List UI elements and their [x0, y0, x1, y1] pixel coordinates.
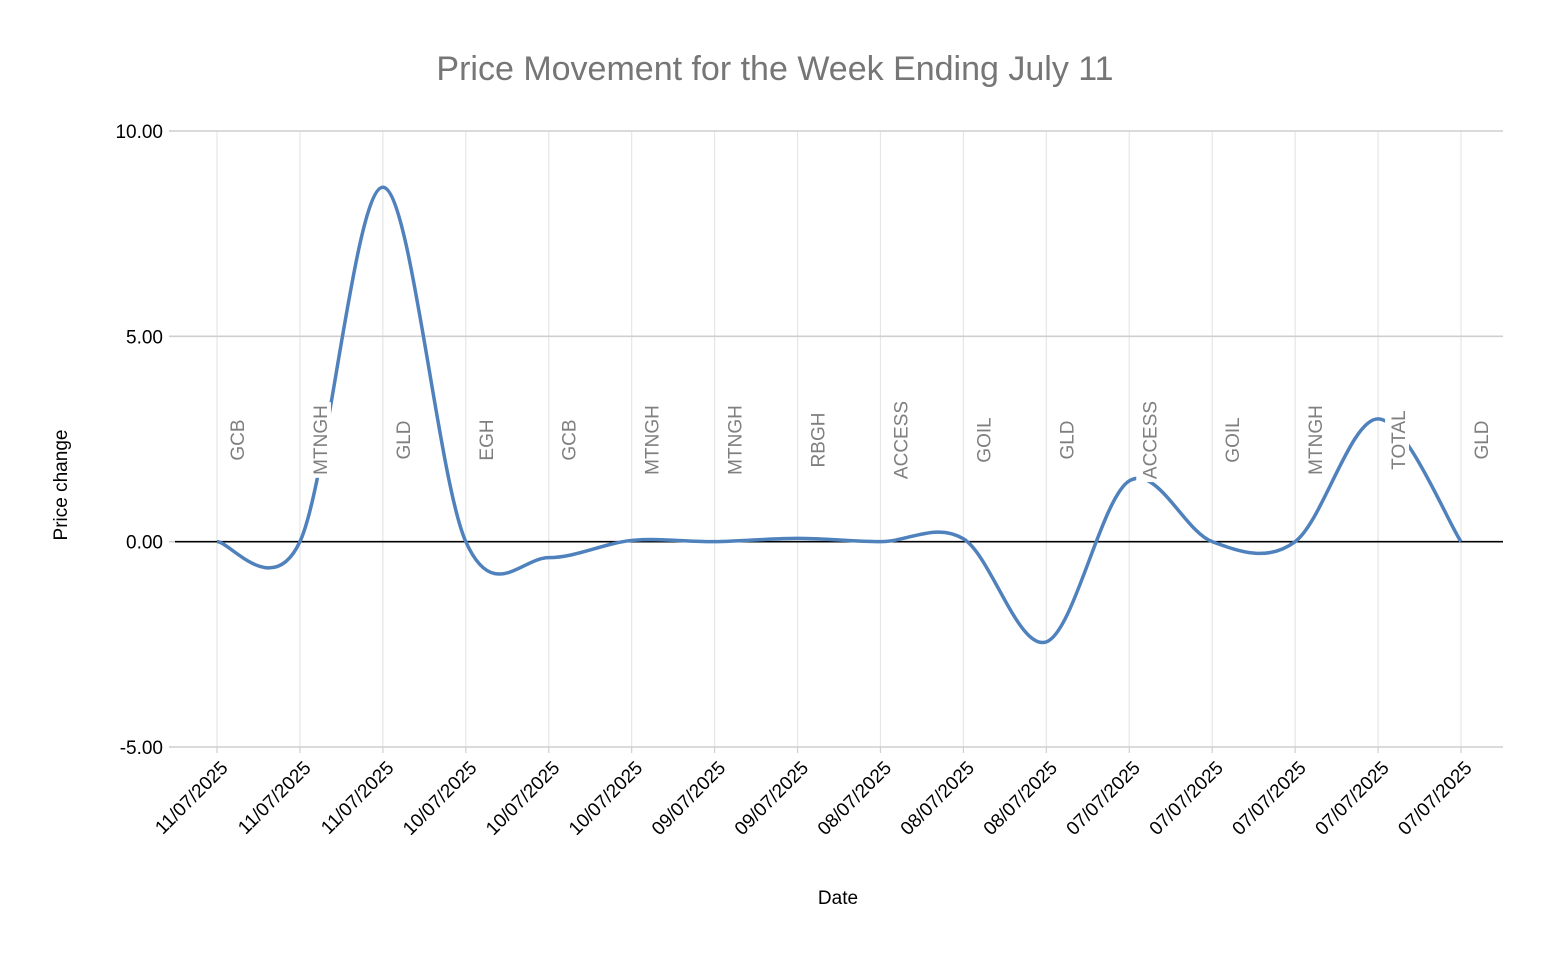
x-tick-label: 07/07/2025 — [1229, 758, 1311, 840]
data-label-group: MTNGH — [306, 402, 332, 478]
data-label: ACCESS — [891, 401, 912, 479]
data-label-group: GLD — [1468, 417, 1493, 463]
data-label-background — [224, 416, 248, 464]
data-label: EGH — [477, 419, 498, 460]
series-layer — [216, 185, 1463, 645]
x-tick-label: 11/07/2025 — [317, 758, 398, 839]
x-tick-label: 07/07/2025 — [1394, 758, 1476, 840]
data-label: TOTAL — [1389, 410, 1410, 469]
data-label-group: GLD — [1053, 417, 1078, 463]
x-tick-label: 07/07/2025 — [1312, 758, 1394, 840]
x-tick-label: 09/07/2025 — [648, 758, 730, 840]
x-tick-label: 11/07/2025 — [234, 758, 315, 839]
data-label: GOIL — [1223, 417, 1244, 462]
data-label-group: GCB — [224, 416, 249, 464]
data-label-group: GOIL — [1219, 414, 1244, 466]
chart-title: Price Movement for the Week Ending July … — [436, 50, 1113, 88]
data-label: GCB — [228, 419, 249, 460]
y-tick-label: 10.00 — [115, 122, 163, 143]
x-tick-label: 10/07/2025 — [565, 758, 647, 840]
x-tick-label: 08/07/2025 — [980, 758, 1062, 840]
data-label-group: MTNGH — [721, 402, 747, 478]
x-tick-label: 09/07/2025 — [731, 758, 813, 840]
data-label-group: MTNGH — [638, 402, 664, 478]
x-tick-label: 07/07/2025 — [1146, 758, 1228, 840]
data-label: GCB — [560, 419, 581, 460]
y-tick-label: -5.00 — [120, 738, 163, 759]
data-label-background — [1219, 414, 1244, 466]
data-label-background — [472, 416, 497, 464]
data-label-background — [555, 416, 580, 464]
x-tick-label: 08/07/2025 — [814, 758, 896, 840]
x-axis-ticks: 11/07/2025 11/07/2025 11/07/2025 10/07/2025… — [151, 758, 1476, 840]
data-label-group: ACCESS — [887, 397, 912, 483]
data-label-group: GOIL — [970, 414, 995, 466]
data-label-group: RBGH — [804, 409, 830, 471]
data-label-background — [970, 414, 995, 466]
data-label: GLD — [1057, 420, 1078, 459]
data-label-background — [1385, 407, 1410, 473]
data-label-group: EGH — [472, 416, 498, 464]
data-label: GLD — [1472, 420, 1493, 459]
x-tick-label: 11/07/2025 — [151, 758, 232, 839]
data-label: MTNGH — [726, 405, 747, 475]
x-tick-label: 10/07/2025 — [399, 758, 481, 840]
data-label-group: ACCESS — [1136, 397, 1161, 483]
y-axis-ticks: 10.00 5.00 0.00 -5.00 — [115, 122, 163, 759]
data-label: MTNGH — [311, 405, 332, 475]
data-label: ACCESS — [1140, 401, 1161, 479]
data-label-group: MTNGH — [1302, 402, 1327, 478]
data-label: MTNGH — [643, 405, 664, 475]
y-tick-label: 5.00 — [126, 327, 163, 348]
data-label-background — [389, 417, 414, 463]
data-label-group: GLD — [389, 417, 415, 463]
y-axis-title: Price change — [51, 430, 72, 541]
data-label-background — [638, 402, 663, 478]
data-label: RBGH — [809, 413, 830, 468]
data-label: MTNGH — [1306, 405, 1327, 475]
data-label-group: GCB — [555, 416, 581, 464]
point-labels: GCB MTNGH GLD EGH GCB MTNGH MTNGH RBGH ACCESS GOI… — [224, 397, 1493, 483]
gridlines — [169, 130, 1503, 753]
data-label: GLD — [394, 420, 415, 459]
data-label-background — [887, 397, 912, 483]
data-label-background — [306, 402, 331, 478]
data-label-background — [1053, 417, 1078, 463]
data-label-group: TOTAL — [1385, 407, 1410, 473]
data-label-background — [804, 409, 829, 471]
y-tick-label: 0.00 — [126, 533, 163, 554]
x-tick-label: 10/07/2025 — [482, 758, 564, 840]
data-label-background — [1468, 417, 1492, 463]
series-line — [216, 185, 1463, 645]
x-tick-label: 08/07/2025 — [897, 758, 979, 840]
x-tick-label: 07/07/2025 — [1063, 758, 1145, 840]
data-label: GOIL — [974, 417, 995, 462]
data-label-background — [721, 402, 746, 478]
x-axis-title: Date — [818, 888, 858, 909]
data-label-background — [1136, 397, 1161, 483]
data-label-background — [1302, 402, 1327, 478]
